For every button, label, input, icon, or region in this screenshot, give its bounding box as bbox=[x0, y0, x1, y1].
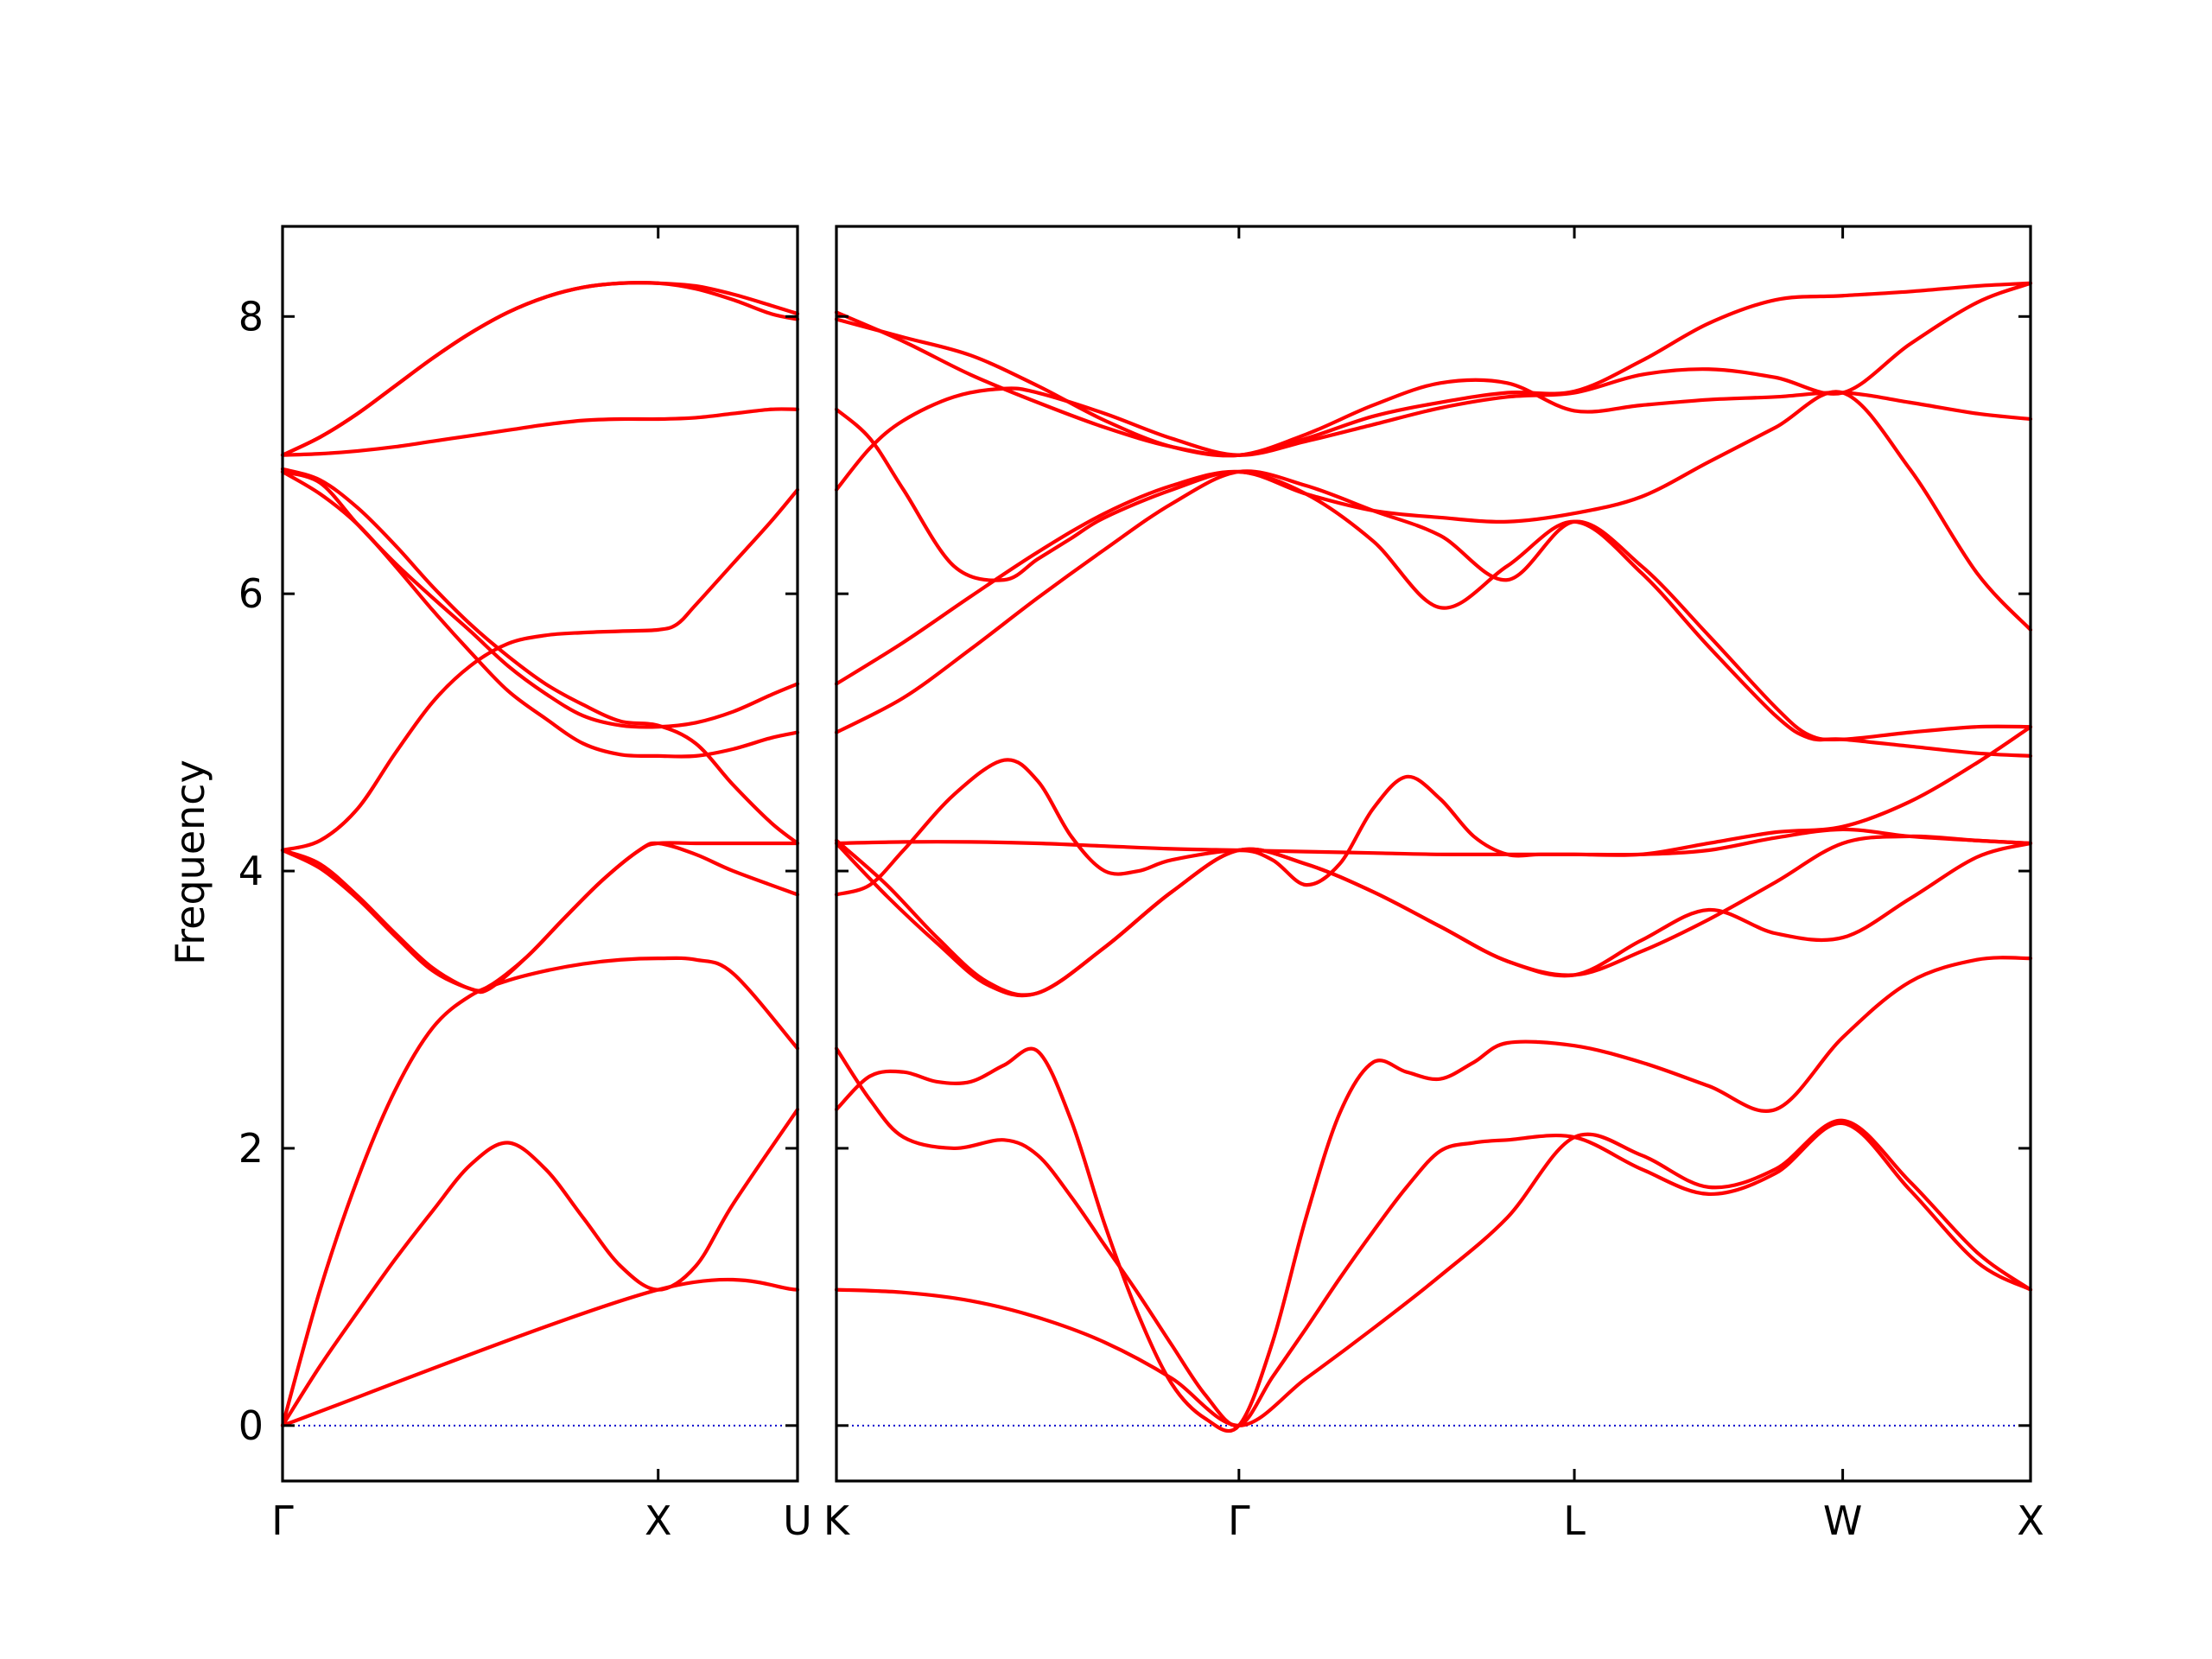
band-line-1-8 bbox=[280, 469, 800, 729]
x-tick-label: Γ bbox=[271, 1497, 294, 1544]
band-line-1-3 bbox=[280, 1277, 800, 1427]
axes-frame-1 bbox=[281, 225, 799, 1483]
x-tick-label: Γ bbox=[1228, 1497, 1250, 1544]
band-line-1-6 bbox=[280, 487, 800, 853]
y-tick-label: 4 bbox=[238, 848, 264, 894]
band-lines-layer bbox=[280, 280, 2033, 1433]
band-line-1-9 bbox=[280, 467, 800, 846]
band-line-2-13 bbox=[834, 281, 2033, 458]
band-line-2-12 bbox=[834, 317, 2033, 458]
band-line-2-7 bbox=[834, 827, 2033, 857]
ticks-layer bbox=[283, 226, 2031, 1481]
band-line-2-3 bbox=[834, 956, 2033, 1433]
axes-frames-layer bbox=[281, 225, 2032, 1483]
x-tick-label: U bbox=[783, 1497, 812, 1544]
band-line-1-5 bbox=[280, 841, 800, 995]
x-tick-label: X bbox=[645, 1497, 672, 1544]
band-line-1-7 bbox=[280, 469, 800, 759]
band-line-2-1 bbox=[834, 1118, 2033, 1427]
band-line-2-4 bbox=[834, 834, 2033, 998]
band-line-1-2 bbox=[280, 956, 800, 1427]
y-axis-label: Frequency bbox=[167, 760, 213, 965]
axes-frame-2 bbox=[835, 225, 2032, 1483]
y-tick-label: 0 bbox=[238, 1402, 264, 1449]
band-line-2-2 bbox=[834, 1046, 2033, 1428]
x-tick-label: L bbox=[1563, 1497, 1586, 1544]
y-tick-label: 6 bbox=[238, 570, 264, 617]
x-tick-label: K bbox=[823, 1497, 851, 1544]
band-line-2-11 bbox=[834, 281, 2033, 492]
band-line-1-10 bbox=[280, 407, 800, 457]
labels-layer: Γ X U K Γ L W X 0 2 4 6 8 bbox=[238, 293, 2044, 1544]
band-line-1-1 bbox=[280, 1107, 800, 1427]
band-line-2-6 bbox=[834, 725, 2033, 897]
band-line-1-12 bbox=[280, 280, 800, 457]
y-tick-label: 2 bbox=[238, 1125, 264, 1172]
band-line-2-5 bbox=[834, 838, 2033, 997]
band-line-2-10 bbox=[834, 390, 2033, 632]
x-tick-label: X bbox=[2017, 1497, 2044, 1544]
band-line-1-11 bbox=[280, 281, 800, 457]
band-line-2-9 bbox=[834, 469, 2033, 758]
x-tick-label: W bbox=[1823, 1497, 1862, 1544]
y-tick-label: 8 bbox=[238, 293, 264, 340]
